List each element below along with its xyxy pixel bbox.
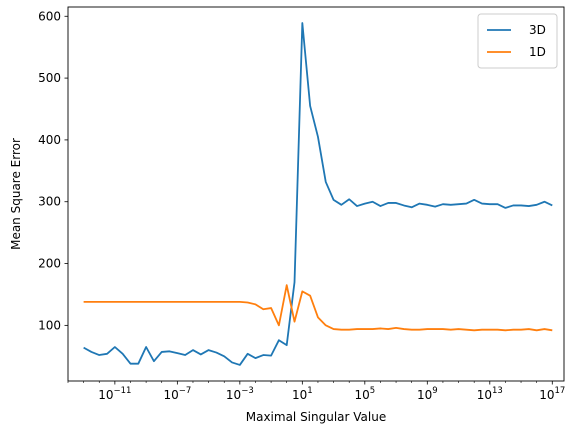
y-axis-label: Mean Square Error bbox=[9, 138, 23, 250]
y-tick-label: 400 bbox=[38, 133, 61, 147]
series-line-1d bbox=[83, 284, 553, 332]
series-layer bbox=[83, 22, 553, 366]
x-tick-label: 10−11 bbox=[98, 386, 131, 402]
y-tick-label: 500 bbox=[38, 71, 61, 85]
y-tick-label: 300 bbox=[38, 195, 61, 209]
legend-label-3d: 3D bbox=[529, 23, 546, 37]
x-axis: 10−11 10−7 10−3 101 105 109 1013 1017 bbox=[67, 381, 565, 402]
legend-box bbox=[477, 13, 558, 69]
plot-frame bbox=[67, 6, 565, 382]
x-tick-label: 105 bbox=[354, 386, 375, 402]
y-tick-label: 200 bbox=[38, 257, 61, 271]
y-tick-label: 100 bbox=[38, 318, 61, 332]
x-tick-label: 1013 bbox=[477, 386, 503, 402]
series-line-3d bbox=[83, 22, 553, 366]
x-tick-label: 101 bbox=[292, 386, 313, 402]
x-tick-label: 10−7 bbox=[163, 386, 191, 402]
legend: 3D 1D bbox=[477, 13, 558, 69]
y-tick-label: 600 bbox=[38, 9, 61, 23]
legend-label-1d: 1D bbox=[529, 45, 546, 59]
x-tick-label: 109 bbox=[417, 386, 438, 402]
x-axis-label: Maximal Singular Value bbox=[246, 410, 387, 424]
x-tick-label: 1017 bbox=[539, 386, 565, 402]
x-tick-label: 10−3 bbox=[226, 386, 254, 402]
y-axis: 100 200 300 400 500 600 bbox=[38, 9, 68, 332]
